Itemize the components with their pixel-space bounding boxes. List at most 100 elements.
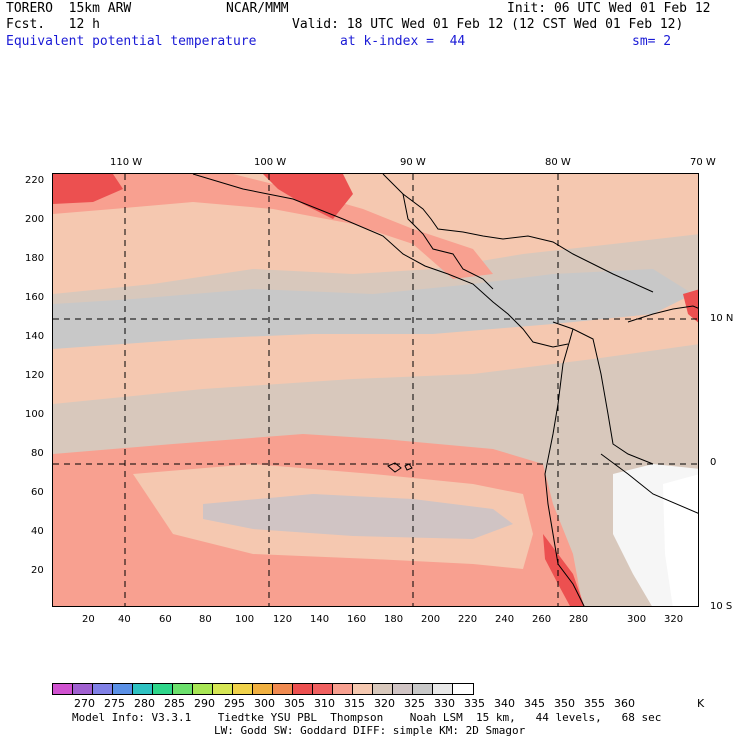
lon-label-110w: 110 W (110, 157, 143, 168)
lat-lon-grid (53, 174, 698, 606)
legend-label-295: 295 (224, 697, 245, 710)
legend-swatch-19 (433, 684, 453, 694)
lon-label-100w: 100 W (254, 157, 287, 168)
legend-swatch-12 (293, 684, 313, 694)
y-tick-80: 80 (31, 448, 44, 459)
lat-label-10n: 10 N (710, 313, 734, 324)
legend-swatch-4 (133, 684, 153, 694)
legend-label-275: 275 (104, 697, 125, 710)
model-info-line2: LW: Godd SW: Goddard DIFF: simple KM: 2D… (214, 724, 526, 737)
y-tick-140: 140 (25, 331, 45, 342)
field-name: Equivalent potential temperature (6, 34, 257, 49)
lon-label-90w: 90 W (400, 157, 426, 168)
legend-label-330: 330 (434, 697, 455, 710)
forecast-hour: Fcst. 12 h (6, 17, 100, 32)
x-tick-60: 60 (159, 614, 172, 625)
legend-swatch-9 (233, 684, 253, 694)
y-tick-180: 180 (25, 253, 45, 264)
smoothing-info: sm= 2 (632, 34, 672, 49)
coastlines (192, 174, 698, 606)
legend-label-350: 350 (554, 697, 575, 710)
y-tick-160: 160 (25, 292, 45, 303)
valid-time: Valid: 18 UTC Wed 01 Feb 12 (12 CST Wed … (292, 17, 684, 32)
northern-band-335 (53, 174, 493, 279)
x-tick-260: 260 (532, 614, 552, 625)
x-tick-40: 40 (118, 614, 131, 625)
legend-swatch-6 (173, 684, 193, 694)
legend-swatch-0 (53, 684, 73, 694)
legend-label-360: 360 (614, 697, 635, 710)
legend-swatch-13 (313, 684, 333, 694)
legend-label-340: 340 (494, 697, 515, 710)
x-tick-160: 160 (347, 614, 367, 625)
x-tick-220: 220 (458, 614, 478, 625)
x-tick-320: 320 (664, 614, 684, 625)
map-canvas (53, 174, 698, 606)
legend-swatch-16 (373, 684, 393, 694)
legend-label-320: 320 (374, 697, 395, 710)
legend-swatch-18 (413, 684, 433, 694)
northern-band-340 (53, 174, 698, 294)
legend-label-305: 305 (284, 697, 305, 710)
southern-band-350 (203, 494, 513, 539)
model-title: TORERO 15km ARW (6, 1, 132, 16)
legend-label-335: 335 (464, 697, 485, 710)
init-time: Init: 06 UTC Wed 01 Feb 12 (507, 1, 711, 16)
legend-swatch-15 (353, 684, 373, 694)
x-tick-140: 140 (310, 614, 330, 625)
x-tick-280: 280 (569, 614, 589, 625)
legend-swatch-14 (333, 684, 353, 694)
legend-label-315: 315 (344, 697, 365, 710)
model-info-line1: Model Info: V3.3.1 Tiedtke YSU PBL Thomp… (72, 711, 662, 724)
y-tick-40: 40 (31, 526, 44, 537)
lat-label-0: 0 (710, 457, 717, 468)
color-legend-bar (52, 683, 474, 695)
legend-swatch-1 (73, 684, 93, 694)
legend-label-290: 290 (194, 697, 215, 710)
y-tick-120: 120 (25, 370, 45, 381)
legend-swatch-5 (153, 684, 173, 694)
legend-swatch-10 (253, 684, 273, 694)
x-tick-120: 120 (273, 614, 293, 625)
mexico-coast (192, 174, 569, 348)
level-info: at k-index = 44 (340, 34, 466, 49)
lon-label-80w: 80 W (545, 157, 571, 168)
legend-label-285: 285 (164, 697, 185, 710)
y-tick-100: 100 (25, 409, 45, 420)
x-tick-240: 240 (495, 614, 515, 625)
legend-label-325: 325 (404, 697, 425, 710)
legend-label-355: 355 (584, 697, 605, 710)
x-tick-180: 180 (384, 614, 404, 625)
lon-label-70w: 70 W (690, 157, 716, 168)
ecuador-coast (544, 328, 585, 606)
center-name: NCAR/MMM (226, 1, 289, 16)
venezuela-coast (627, 305, 698, 323)
legend-swatch-2 (93, 684, 113, 694)
lat-label-10s: 10 S (710, 601, 733, 612)
x-tick-100: 100 (235, 614, 255, 625)
central-band-350 (53, 269, 693, 349)
andes-land-white (663, 474, 698, 606)
theta-e-map (52, 173, 699, 607)
legend-label-310: 310 (314, 697, 335, 710)
legend-swatch-8 (213, 684, 233, 694)
colombia-border (552, 321, 654, 465)
mexico-core-330 (263, 174, 353, 219)
y-tick-220: 220 (25, 175, 45, 186)
peru-coast-330 (543, 534, 585, 606)
legend-swatch-11 (273, 684, 293, 694)
galapagos-islands (387, 462, 413, 473)
legend-swatch-3 (113, 684, 133, 694)
y-tick-60: 60 (31, 487, 44, 498)
x-tick-20: 20 (82, 614, 95, 625)
legend-label-270: 270 (74, 697, 95, 710)
x-tick-200: 200 (421, 614, 441, 625)
y-tick-20: 20 (31, 565, 44, 576)
legend-swatch-20 (453, 684, 473, 694)
x-tick-80: 80 (199, 614, 212, 625)
x-tick-300: 300 (627, 614, 647, 625)
legend-swatch-7 (193, 684, 213, 694)
legend-label-280: 280 (134, 697, 155, 710)
legend-label-unit: K (697, 697, 705, 710)
legend-swatch-17 (393, 684, 413, 694)
